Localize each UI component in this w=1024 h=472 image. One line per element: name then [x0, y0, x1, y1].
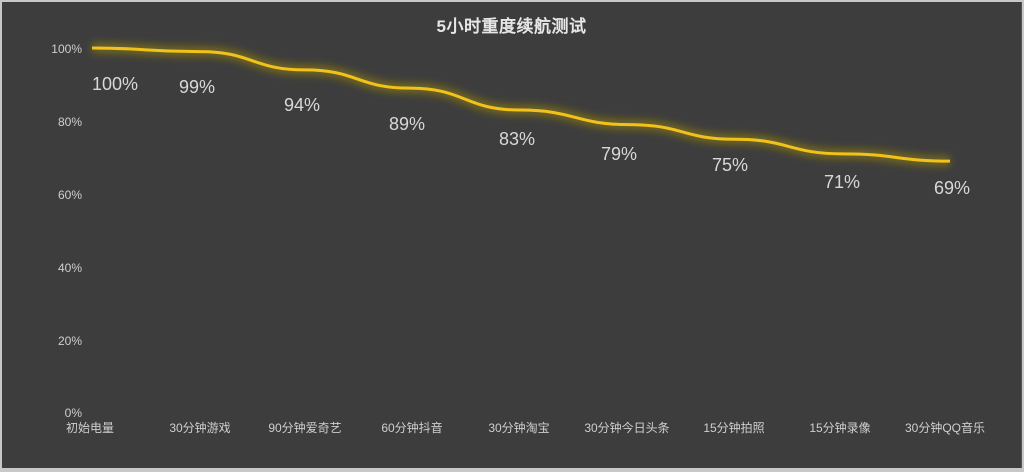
y-tick-80: 80%	[57, 115, 82, 129]
data-label-8: 69%	[933, 178, 971, 198]
x-tick-6: 15分钟拍照	[703, 421, 765, 435]
data-label-5: 79%	[600, 144, 638, 164]
x-tick-5: 30分钟今日头条	[584, 421, 670, 435]
x-tick-0: 初始电量	[66, 421, 115, 435]
data-label-6: 75%	[711, 155, 749, 175]
x-tick-7: 15分钟录像	[809, 421, 871, 435]
data-label-2: 94%	[283, 95, 321, 115]
data-label-7: 71%	[823, 172, 861, 192]
y-tick-60: 60%	[57, 188, 82, 202]
x-tick-8: 30分钟QQ音乐	[904, 421, 986, 435]
x-tick-1: 30分钟游戏	[169, 421, 231, 435]
data-label-4: 83%	[498, 129, 536, 149]
y-tick-0: 0%	[64, 406, 82, 420]
x-tick-3: 60分钟抖音	[381, 421, 443, 435]
chart-title: 5小时重度续航测试	[436, 17, 587, 36]
data-label-0: 100%	[91, 74, 139, 94]
data-label-3: 89%	[388, 114, 426, 134]
x-tick-4: 30分钟淘宝	[488, 421, 550, 435]
y-tick-40: 40%	[57, 261, 82, 275]
y-tick-20: 20%	[57, 334, 82, 348]
x-tick-2: 90分钟爱奇艺	[268, 421, 342, 435]
series-line	[91, 46, 951, 163]
y-tick-100: 100%	[51, 42, 82, 56]
data-label-1: 99%	[178, 77, 216, 97]
